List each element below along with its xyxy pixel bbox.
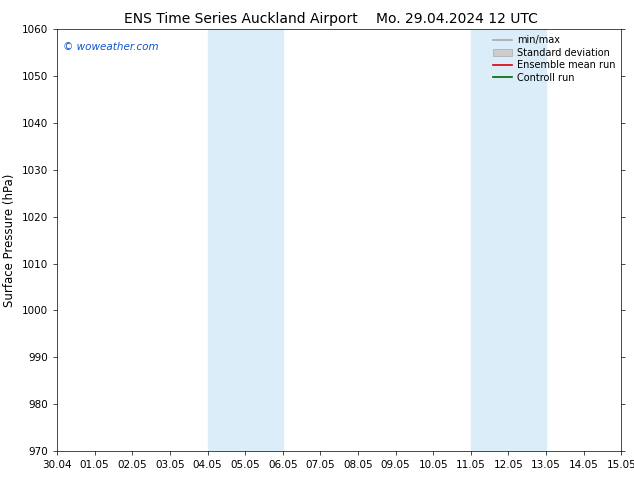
Bar [207,29,283,451]
Y-axis label: Surface Pressure (hPa): Surface Pressure (hPa) [3,173,16,307]
Bar [471,29,546,451]
Legend: min/max, Standard deviation, Ensemble mean run, Controll run: min/max, Standard deviation, Ensemble me… [489,32,618,85]
Text: Mo. 29.04.2024 12 UTC: Mo. 29.04.2024 12 UTC [375,12,538,26]
Text: ENS Time Series Auckland Airport: ENS Time Series Auckland Airport [124,12,358,26]
Text: © woweather.com: © woweather.com [63,42,158,52]
